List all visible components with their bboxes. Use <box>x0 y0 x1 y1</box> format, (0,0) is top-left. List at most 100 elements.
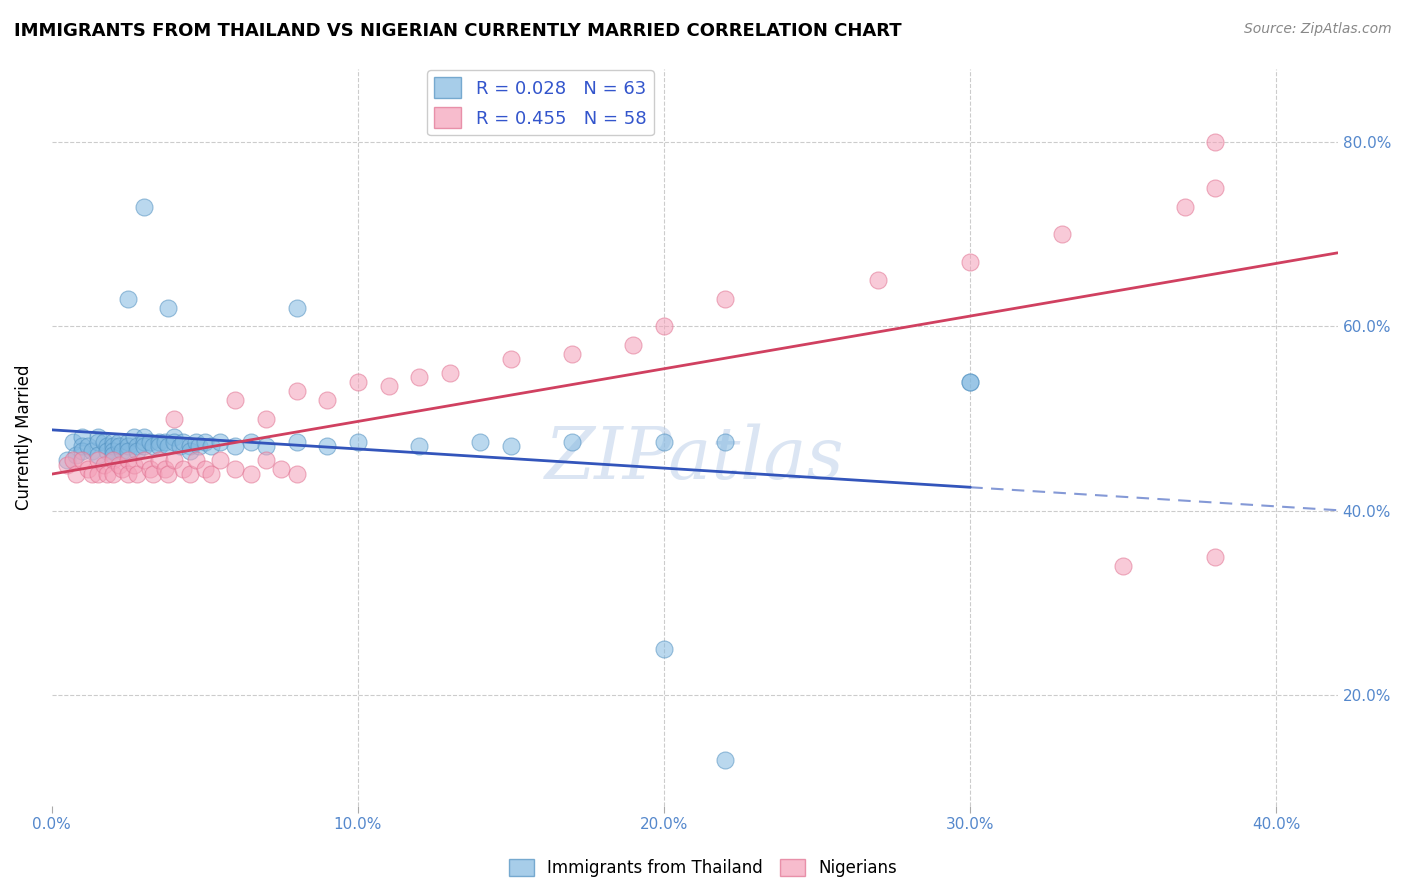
Point <box>80 443 103 458</box>
Point <box>254 411 277 425</box>
Point <box>163 411 186 425</box>
Point <box>194 462 217 476</box>
Point <box>347 434 370 449</box>
Point <box>285 301 308 315</box>
Y-axis label: Currently Married: Currently Married <box>15 364 32 510</box>
Point <box>652 434 675 449</box>
Point <box>117 434 139 449</box>
Point <box>86 434 108 449</box>
Point <box>124 430 146 444</box>
Point <box>101 434 124 449</box>
Point <box>72 430 94 444</box>
Point <box>959 375 981 389</box>
Point <box>179 467 201 481</box>
Point <box>132 453 155 467</box>
Point <box>470 434 492 449</box>
Point <box>56 453 79 467</box>
Point <box>239 467 262 481</box>
Point <box>72 443 94 458</box>
Point <box>1174 200 1197 214</box>
Point <box>65 467 87 481</box>
Point <box>959 255 981 269</box>
Point <box>194 434 217 449</box>
Point <box>108 439 131 453</box>
Point <box>157 467 180 481</box>
Point <box>72 453 94 467</box>
Point <box>347 375 370 389</box>
Point <box>101 449 124 463</box>
Point <box>200 439 222 453</box>
Point <box>254 453 277 467</box>
Point <box>179 439 201 453</box>
Legend: Immigrants from Thailand, Nigerians: Immigrants from Thailand, Nigerians <box>502 852 904 884</box>
Point <box>163 430 186 444</box>
Point <box>138 462 160 476</box>
Point <box>714 292 737 306</box>
Point <box>93 458 115 472</box>
Point <box>285 434 308 449</box>
Point <box>499 351 522 366</box>
Point <box>377 379 399 393</box>
Point <box>1204 135 1226 149</box>
Point <box>117 292 139 306</box>
Point <box>623 338 645 352</box>
Point <box>101 467 124 481</box>
Point <box>124 458 146 472</box>
Point <box>132 434 155 449</box>
Point <box>179 443 201 458</box>
Point <box>209 453 232 467</box>
Point <box>163 434 186 449</box>
Point <box>254 439 277 453</box>
Point <box>62 453 84 467</box>
Point <box>163 453 186 467</box>
Point <box>77 439 100 453</box>
Point <box>169 439 191 453</box>
Point <box>184 453 207 467</box>
Point <box>1050 227 1073 242</box>
Point <box>714 752 737 766</box>
Point <box>285 384 308 398</box>
Legend: R = 0.028   N = 63, R = 0.455   N = 58: R = 0.028 N = 63, R = 0.455 N = 58 <box>427 70 654 136</box>
Point <box>148 453 170 467</box>
Point <box>224 462 246 476</box>
Point <box>285 467 308 481</box>
Point <box>101 453 124 467</box>
Point <box>142 467 165 481</box>
Point <box>224 439 246 453</box>
Text: Source: ZipAtlas.com: Source: ZipAtlas.com <box>1244 22 1392 37</box>
Point <box>93 434 115 449</box>
Point <box>62 434 84 449</box>
Point <box>439 366 461 380</box>
Point <box>117 453 139 467</box>
Point <box>127 467 149 481</box>
Point <box>138 434 160 449</box>
Point <box>77 462 100 476</box>
Point <box>96 439 118 453</box>
Point <box>86 467 108 481</box>
Point <box>561 434 583 449</box>
Point <box>157 301 180 315</box>
Point <box>86 453 108 467</box>
Point <box>1204 549 1226 564</box>
Text: IMMIGRANTS FROM THAILAND VS NIGERIAN CURRENTLY MARRIED CORRELATION CHART: IMMIGRANTS FROM THAILAND VS NIGERIAN CUR… <box>14 22 901 40</box>
Point <box>72 439 94 453</box>
Point <box>270 462 292 476</box>
Point <box>200 467 222 481</box>
Point <box>408 439 430 453</box>
Point <box>209 434 232 449</box>
Point <box>56 458 79 472</box>
Point <box>153 462 176 476</box>
Point <box>1204 181 1226 195</box>
Point <box>408 370 430 384</box>
Text: ZIPatlas: ZIPatlas <box>546 424 845 494</box>
Point <box>224 393 246 408</box>
Point <box>108 458 131 472</box>
Point <box>86 449 108 463</box>
Point <box>132 439 155 453</box>
Point <box>142 439 165 453</box>
Point <box>132 200 155 214</box>
Point <box>959 375 981 389</box>
Point <box>101 439 124 453</box>
Point <box>652 642 675 657</box>
Point <box>172 434 194 449</box>
